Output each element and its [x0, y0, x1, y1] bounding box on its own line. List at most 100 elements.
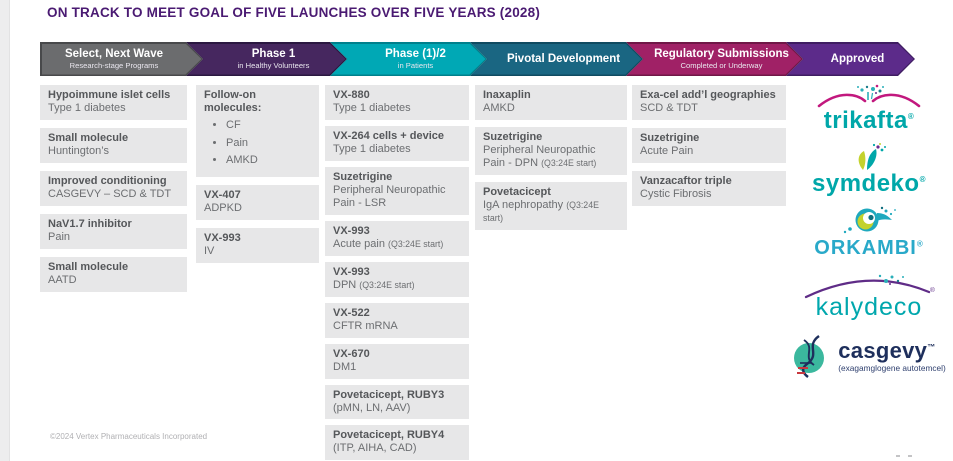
- pipeline-card: Povetacicept, RUBY3 (pMN, LN, AAV): [325, 384, 469, 420]
- card-bullet: CF: [226, 117, 311, 135]
- card-title: Hypoimmune islet cells: [48, 89, 171, 101]
- card-subtitle: Pain: [48, 230, 71, 243]
- pipeline-card: Vanzacaftor triple Cystic Fibrosis: [632, 170, 786, 206]
- card-bullet-list: CFPainAMKD: [204, 117, 311, 170]
- symdeko-logo-icon: [858, 143, 886, 170]
- pipeline-card: VX-880 Type 1 diabetes: [325, 85, 469, 120]
- card-bullet: Pain: [226, 135, 311, 153]
- card-title: Suzetrigine: [333, 170, 393, 183]
- pipeline-card: VX-264 cells + device Type 1 diabetes: [325, 125, 469, 161]
- card-subtitle: CASGEVY – SCD & TDT: [48, 187, 172, 200]
- column-phase-1-2: VX-880 Type 1 diabetes VX-264 cells + devi…: [325, 85, 469, 461]
- card-title: VX-993: [204, 231, 241, 244]
- symdeko-logo: symdeko®: [812, 143, 926, 196]
- stage-phase-1-2: Phase (1)/2 in Patients: [330, 42, 487, 76]
- card-subtitle: Peripheral Neuropathic Pain - DPN (Q3:24…: [483, 143, 597, 169]
- card-title: Povetacicept, RUBY3: [333, 388, 445, 401]
- pipeline-card: Povetacicept IgA nephropathy (Q3:24E star…: [475, 181, 627, 230]
- trikafta-logo-text: trikafta®: [823, 107, 915, 134]
- card-bullet: AMKD: [226, 152, 311, 170]
- card-subtitle: DPN (Q3:24E start): [333, 278, 415, 291]
- stage-regulatory-submissions: Regulatory Submissions Completed or Under…: [626, 42, 803, 76]
- card-subtitle: SCD & TDT: [640, 101, 698, 114]
- pipeline-card: Small molecule Huntington’s: [40, 127, 187, 163]
- svg-text:®: ®: [930, 286, 935, 294]
- pipeline-card: VX-993 Acute pain (Q3:24E start): [325, 220, 469, 256]
- casgevy-logo: casgevy™ (exagamglogene autotemcel): [792, 332, 946, 380]
- card-title: Small molecule: [48, 260, 129, 273]
- card-subtitle: Cystic Fibrosis: [640, 187, 712, 200]
- card-title: Follow-on molecules:: [204, 89, 262, 114]
- card-subtitle: AATD: [48, 273, 77, 286]
- trikafta-logo: trikafta®: [813, 84, 925, 133]
- pipeline-card: VX-993 DPN (Q3:24E start): [325, 261, 469, 297]
- pipeline-card: Suzetrigine Peripheral Neuropathic Pain -…: [475, 126, 627, 175]
- chevron-fill: [788, 44, 914, 75]
- card-title: Inaxaplin: [483, 89, 531, 101]
- chevron-fill: [188, 44, 346, 75]
- card-subtitle: Type 1 diabetes: [333, 101, 411, 114]
- pipeline-card: Povetacicept, RUBY4 (ITP, AIHA, CAD): [325, 425, 469, 461]
- card-title: NaV1.7 inhibitor: [48, 217, 132, 230]
- column-regulatory-submissions: Exa-cel add’l geographies SCD & TDT Suzetr…: [632, 85, 786, 206]
- casgevy-generic-name: (exagamglogene autotemcel): [838, 362, 946, 373]
- pipeline-card: VX-407 ADPKD: [196, 184, 319, 220]
- card-title: VX-264 cells + device: [333, 129, 444, 142]
- card-subtitle: Acute Pain: [640, 144, 694, 157]
- card-subtitle: ADPKD: [204, 201, 242, 214]
- pipeline-card: Inaxaplin AMKD: [475, 85, 627, 120]
- chevron-fill: [628, 44, 802, 75]
- orkambi-logo: ORKAMBI®: [814, 204, 923, 258]
- pipeline-card: Suzetrigine Peripheral Neuropathic Pain -…: [325, 166, 469, 215]
- copyright-text: ©2024 Vertex Pharmaceuticals Incorporate…: [50, 432, 208, 441]
- card-title: VX-993: [333, 265, 370, 278]
- stage-label: Pivotal Development: [506, 52, 621, 65]
- pipeline-card: NaV1.7 inhibitor Pain: [40, 213, 187, 249]
- card-timing-note: (Q3:24E start): [541, 157, 597, 168]
- orkambi-logo-text: ORKAMBI®: [814, 237, 924, 259]
- card-title: VX-522: [333, 306, 370, 319]
- card-timing-note: (Q3:24E start): [359, 279, 415, 290]
- card-title: VX-993: [333, 224, 370, 237]
- column-pivotal-development: Inaxaplin AMKD Suzetrigine Peripheral Neuro…: [475, 85, 627, 230]
- column-phase-1: Follow-on molecules: CFPainAMKD VX-407ADPK…: [196, 85, 319, 263]
- card-timing-note: (Q3:24E start): [388, 238, 444, 249]
- pipeline-card: VX-670 DM1: [325, 343, 469, 379]
- kalydeco-logo-text: kalydeco: [815, 293, 923, 321]
- card-subtitle: (ITP, AIHA, CAD): [333, 442, 417, 455]
- pipeline-card: Follow-on molecules: CFPainAMKD: [196, 85, 319, 177]
- symdeko-logo-text: symdeko®: [812, 170, 926, 197]
- card-subtitle: Type 1 diabetes: [333, 142, 411, 155]
- orkambi-logo-icon: [843, 206, 896, 234]
- card-title: Improved conditioning: [48, 174, 167, 187]
- stage-sublabel: Research-stage Programs: [69, 60, 159, 70]
- card-title: Vanzacaftor triple: [640, 174, 732, 187]
- card-subtitle: Peripheral Neuropathic Pain - LSR: [333, 183, 446, 209]
- stage-label: Approved: [830, 52, 885, 65]
- card-title: Small molecule: [48, 131, 129, 144]
- chevron-fill: [332, 44, 486, 75]
- stage-sublabel: in Patients: [397, 60, 434, 70]
- stage-label: Phase (1)/2: [385, 47, 446, 60]
- card-subtitle: DM1: [333, 360, 357, 373]
- card-subtitle: CFTR mRNA: [333, 319, 398, 332]
- kalydeco-logo-icon: ®: [804, 274, 935, 299]
- card-title: VX-880: [333, 89, 370, 101]
- stage-pivotal-development: Pivotal Development: [470, 42, 643, 76]
- stage-label: Regulatory Submissions: [654, 47, 789, 60]
- stage-sublabel: in Healthy Volunteers: [237, 60, 310, 70]
- trikafta-logo-icon: [817, 84, 921, 108]
- kalydeco-logo: ® kalydeco: [802, 273, 936, 320]
- bottom-edge-artifact: [908, 455, 912, 457]
- stage-label: Phase 1: [251, 47, 296, 60]
- slide-edge-strip: [0, 0, 10, 461]
- stage-select-next-wave: Select, Next Wave Research-stage Programs: [40, 42, 203, 76]
- casgevy-logo-text: casgevy™: [838, 337, 936, 363]
- card-subtitle: (pMN, LN, AAV): [333, 401, 411, 414]
- casgevy-logo-icon: [794, 335, 825, 378]
- card-subtitle: IgA nephropathy (Q3:24E start): [483, 198, 599, 223]
- pipeline-card: Small molecule AATD: [40, 256, 187, 292]
- card-title: VX-407: [204, 188, 241, 201]
- stage-sublabel: Completed or Underway: [680, 60, 763, 70]
